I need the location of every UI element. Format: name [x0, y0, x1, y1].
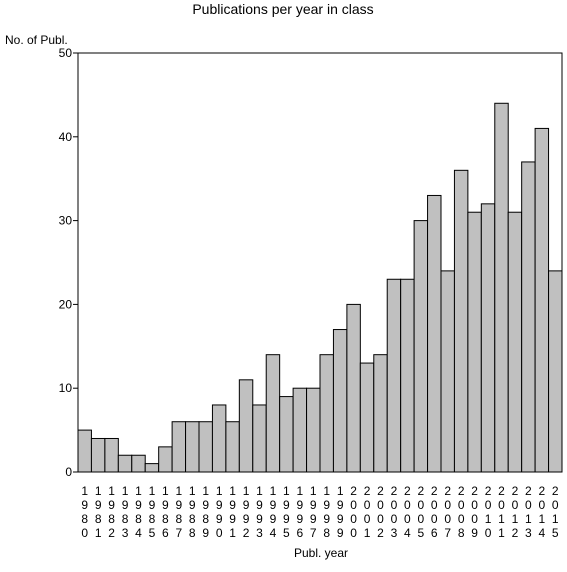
- bar-2014: [534, 127, 550, 473]
- chart-title: Publications per year in class: [192, 1, 373, 17]
- bar-2012: [507, 211, 523, 473]
- bar-2009: [467, 211, 482, 473]
- bar-1986: [158, 446, 173, 473]
- bar-1997: [306, 387, 321, 473]
- bar-1999: [332, 329, 348, 473]
- bar-1991: [225, 421, 240, 473]
- y-axis-label: No. of Publ.: [5, 33, 68, 47]
- bar-1994: [265, 354, 281, 473]
- y-tick-label: 50: [59, 46, 73, 60]
- y-tick-label: 30: [59, 214, 73, 228]
- bar-1987: [171, 421, 187, 473]
- bar-1996: [292, 387, 308, 473]
- bar-2002: [373, 354, 388, 473]
- x-axis-label: Publ. year: [294, 546, 348, 560]
- bar-1990: [211, 404, 227, 473]
- bars-group: [77, 102, 563, 473]
- y-tick-label: 20: [59, 297, 73, 311]
- bar-1992: [238, 379, 254, 473]
- bar-2011: [494, 102, 509, 473]
- bar-1982: [104, 437, 119, 473]
- y-tick-label: 0: [65, 465, 72, 479]
- bar-2004: [400, 278, 415, 473]
- x-ticks-group: 1 9 8 0 1 9 8 1 1 9 8 2 1 9 8 3 1 9 8 4 1 9 8 5 1 9 8 6 1 9 8 7 1 9 8 8 1 9 8 9…: [81, 484, 559, 540]
- bar-2005: [413, 220, 429, 473]
- bar-2000: [346, 303, 361, 473]
- bar-1988: [185, 421, 200, 473]
- bar-2015: [548, 270, 563, 473]
- bar-2010: [480, 203, 496, 473]
- bar-2008: [453, 169, 469, 473]
- bar-2003: [386, 278, 402, 473]
- bar-1981: [90, 437, 106, 473]
- bar-2013: [521, 161, 536, 473]
- bar-1993: [252, 404, 267, 473]
- bar-2007: [440, 270, 455, 473]
- plot-frame: [77, 52, 563, 473]
- y-ticks-group: 0 10 20 30 40 50: [59, 46, 78, 479]
- bar-2006: [427, 194, 442, 473]
- bar-1984: [131, 454, 146, 473]
- y-tick-label: 10: [59, 381, 73, 395]
- bar-1989: [198, 421, 213, 473]
- bar-1983: [117, 454, 133, 473]
- bar-1998: [319, 354, 334, 473]
- bar-1985: [144, 463, 160, 473]
- y-tick-label: 40: [59, 130, 73, 144]
- bar-2001: [359, 362, 375, 473]
- bar-1980: [77, 429, 92, 473]
- bar-1995: [279, 396, 294, 473]
